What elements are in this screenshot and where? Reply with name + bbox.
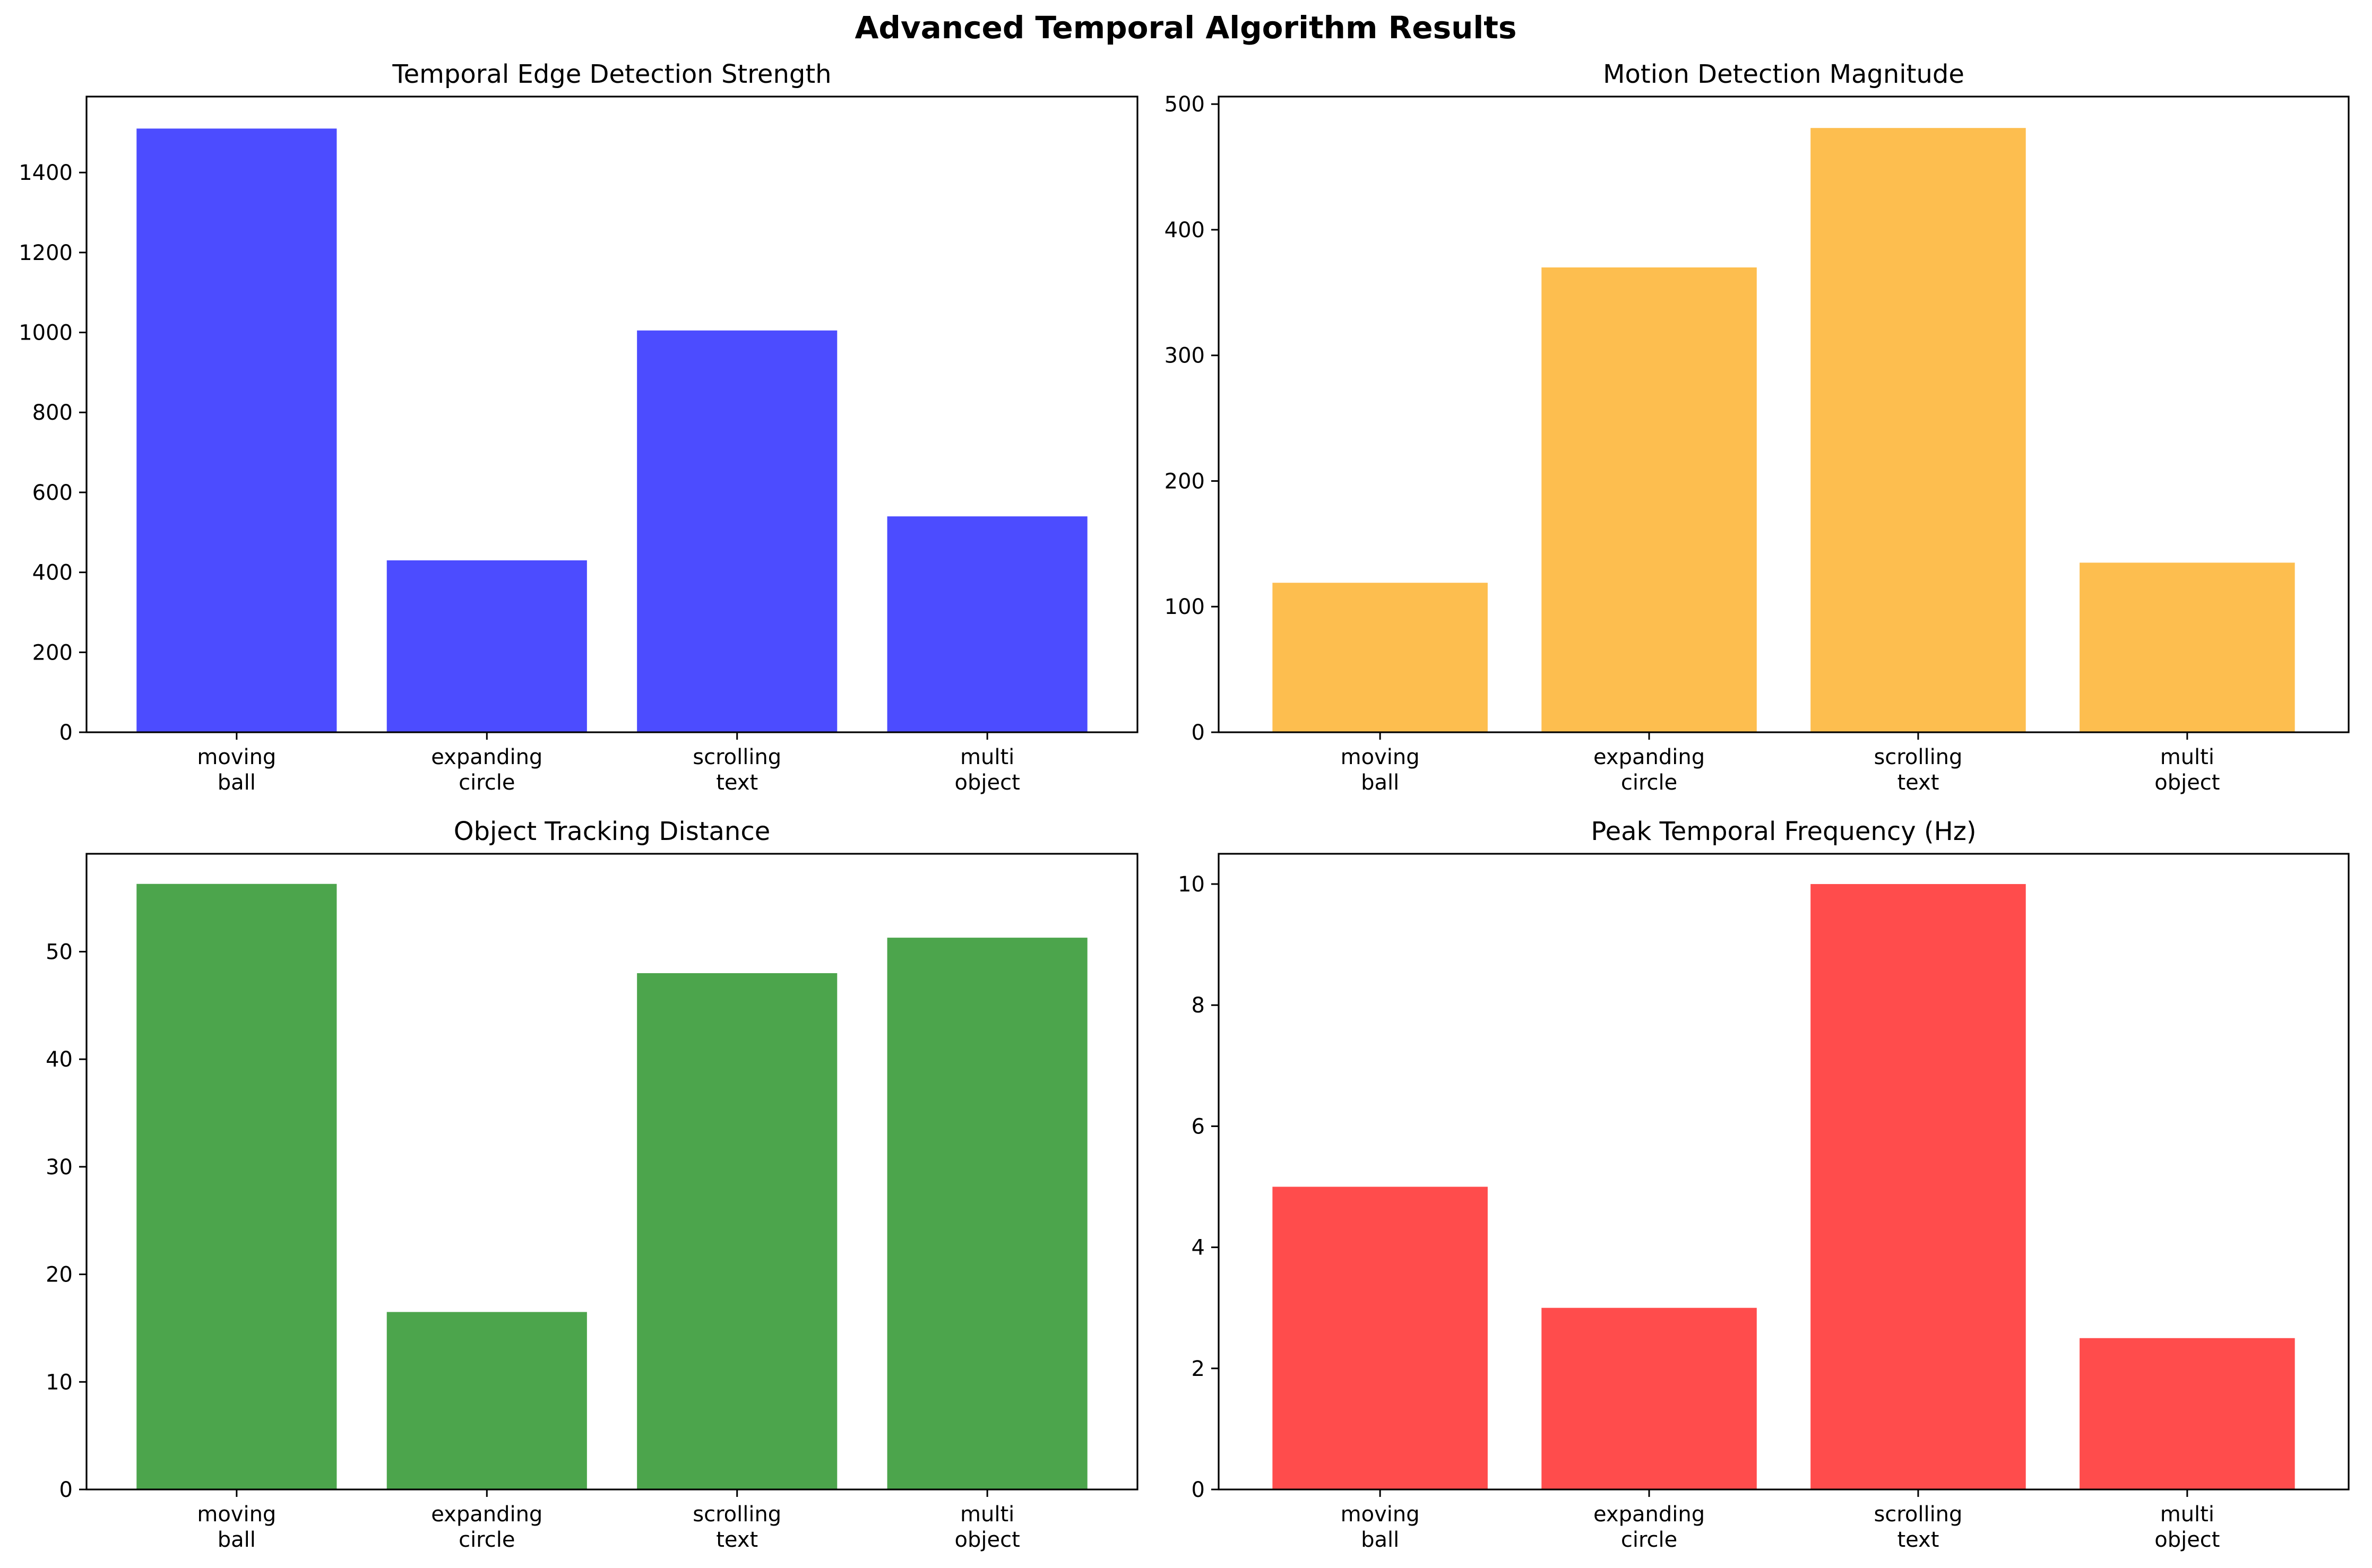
- chart-title: Object Tracking Distance: [454, 817, 771, 846]
- axes-frame: [85, 96, 1138, 733]
- y-tick-label: 400: [1165, 218, 1205, 242]
- bar: [2080, 562, 2295, 732]
- y-tick-label: 500: [1165, 92, 1205, 117]
- x-tick-label: moving ball: [1341, 745, 1420, 795]
- x-tick-label: expanding circle: [431, 1502, 542, 1552]
- y-tick-label: 40: [46, 1047, 73, 1072]
- y-tick-label: 1200: [19, 241, 73, 265]
- bar: [1272, 583, 1488, 732]
- bar: [136, 128, 337, 732]
- y-tick-label: 200: [1165, 469, 1205, 493]
- bar: [637, 330, 838, 732]
- y-tick-label: 1000: [19, 321, 73, 345]
- x-tick-label: multi object: [2154, 745, 2220, 795]
- chart-panels: Temporal Edge Detection Strength02004006…: [19, 59, 2350, 1552]
- y-tick-label: 20: [46, 1263, 73, 1287]
- y-tick-label: 0: [59, 1478, 73, 1502]
- chart-panel-2: Motion Detection Magnitude 0 100 200 300 400 5…: [1165, 59, 2350, 795]
- bar: [1272, 1186, 1488, 1489]
- y-tick-label: 400: [32, 561, 73, 585]
- y-tick-label: 200: [32, 640, 73, 665]
- y-tick-label: 600: [32, 481, 73, 505]
- x-tick-label: multi object: [955, 745, 1020, 795]
- y-tick-label: 4: [1192, 1236, 1205, 1260]
- x-tick-label: expanding circle: [1593, 745, 1705, 795]
- axes-frame: [1218, 96, 2350, 733]
- y-tick-label: 300: [1165, 344, 1205, 368]
- x-tick-label: moving ball: [197, 1502, 276, 1552]
- axes-frame: [1218, 853, 2350, 1491]
- x-tick-label: moving ball: [197, 745, 276, 795]
- y-tick-label: 6: [1192, 1114, 1205, 1139]
- x-tick-label: scrolling text: [693, 745, 781, 795]
- chart-title: Motion Detection Magnitude: [1603, 59, 1964, 89]
- bar: [386, 560, 587, 732]
- y-tick-label: 0: [59, 721, 73, 745]
- bar: [1541, 267, 1757, 733]
- bar: [2080, 1338, 2295, 1489]
- figure-title: Advanced Temporal Algorithm Results: [855, 10, 1516, 46]
- y-tick-label: 50: [46, 940, 73, 964]
- y-tick-label: 10: [46, 1370, 73, 1394]
- bar: [386, 1312, 587, 1489]
- x-tick-label: moving ball: [1341, 1502, 1420, 1552]
- y-tick-label: 0: [1192, 1478, 1205, 1502]
- x-tick-label: expanding circle: [1593, 1502, 1705, 1552]
- x-tick-label: multi object: [2154, 1502, 2220, 1552]
- chart-title: Temporal Edge Detection Strength: [392, 59, 831, 89]
- chart-panel-3: Object Tracking Distance 0 10 20 30 40 50 movin…: [46, 817, 1138, 1552]
- x-tick-label: scrolling text: [1874, 745, 1962, 795]
- y-tick-label: 10: [1178, 872, 1205, 897]
- x-tick-label: multi object: [955, 1502, 1020, 1552]
- bar: [1810, 128, 2026, 733]
- bar: [1810, 884, 2026, 1489]
- y-tick-label: 800: [32, 401, 73, 425]
- y-tick-label: 8: [1192, 993, 1205, 1018]
- chart-panel-4: Peak Temporal Frequency (Hz) 0 2 4 6 8 10 movin…: [1178, 817, 2350, 1552]
- bar: [1541, 1307, 1757, 1489]
- y-tick-label: 100: [1165, 595, 1205, 619]
- y-tick-label: 1400: [19, 161, 73, 185]
- x-tick-label: scrolling text: [693, 1502, 781, 1552]
- axes-frame: [85, 853, 1138, 1491]
- chart-title: Peak Temporal Frequency (Hz): [1591, 817, 1976, 846]
- x-tick-label: expanding circle: [431, 745, 542, 795]
- bar: [887, 516, 1088, 732]
- y-tick-label: 30: [46, 1155, 73, 1180]
- bar: [637, 973, 838, 1489]
- bar: [887, 938, 1088, 1489]
- y-tick-label: 0: [1192, 721, 1205, 745]
- y-tick-label: 2: [1192, 1357, 1205, 1381]
- bar: [136, 883, 337, 1489]
- x-tick-label: scrolling text: [1874, 1502, 1962, 1552]
- chart-panel-1: Temporal Edge Detection Strength 0 200 400 6…: [19, 59, 1138, 795]
